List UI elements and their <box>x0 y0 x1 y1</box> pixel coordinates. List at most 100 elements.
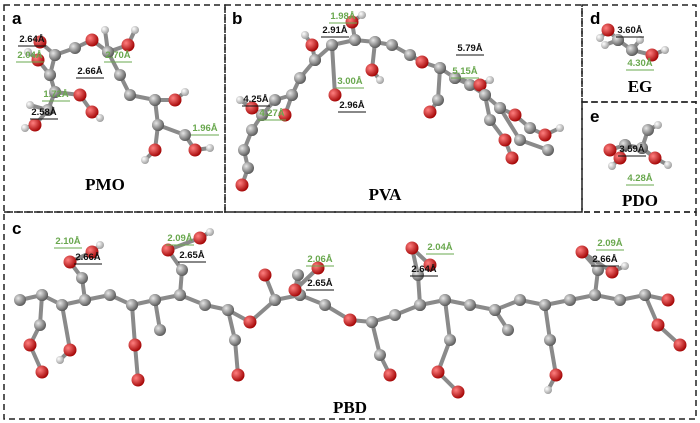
atom <box>383 368 397 382</box>
atom <box>76 272 88 284</box>
atom <box>498 133 512 147</box>
panel-letter: b <box>232 9 242 28</box>
atom <box>154 324 166 336</box>
atom <box>126 299 138 311</box>
atom <box>79 294 91 306</box>
atom <box>514 134 526 146</box>
atom <box>96 114 104 122</box>
atom <box>242 162 254 174</box>
atom <box>596 34 604 42</box>
atom <box>231 368 245 382</box>
atom <box>326 39 338 51</box>
atom <box>102 46 114 58</box>
panel-name: PVA <box>369 185 402 204</box>
distance-label: 5.79Å <box>457 43 482 54</box>
atom <box>502 324 514 336</box>
atom <box>673 338 687 352</box>
distance-label: 2.09Å <box>597 238 622 249</box>
atom <box>343 313 357 327</box>
panel-letter: a <box>12 9 22 28</box>
atom <box>56 356 64 364</box>
atom <box>484 114 496 126</box>
atom <box>114 69 126 81</box>
atom <box>149 294 161 306</box>
atom <box>245 101 259 115</box>
panel-frame <box>581 4 697 103</box>
atom <box>319 299 331 311</box>
atom <box>49 49 61 61</box>
distance-label: 2.64Å <box>411 264 436 275</box>
atom <box>193 231 207 245</box>
atom <box>575 245 589 259</box>
atom <box>28 118 42 132</box>
atom <box>33 35 47 49</box>
atom <box>34 319 46 331</box>
atom <box>269 94 281 106</box>
atom <box>311 261 325 275</box>
atom <box>269 294 281 306</box>
atom <box>432 94 444 106</box>
atom <box>246 124 258 136</box>
panel-letter: c <box>12 219 21 238</box>
atom <box>405 241 419 255</box>
atom <box>238 144 250 156</box>
atom <box>613 151 627 165</box>
atom <box>376 76 384 84</box>
distance-label: 2.06Å <box>307 254 332 265</box>
atom <box>131 373 145 387</box>
atom <box>619 139 631 151</box>
atom <box>345 15 359 29</box>
atom <box>148 143 162 157</box>
bond <box>60 303 72 352</box>
atom <box>434 62 446 74</box>
atom <box>538 128 552 142</box>
atom <box>101 26 109 34</box>
atom <box>294 72 306 84</box>
distance-label: 4.28Å <box>627 173 652 184</box>
atom <box>63 255 77 269</box>
atom <box>85 245 99 259</box>
atom <box>489 304 501 316</box>
distance-label: 4.27Å <box>259 108 284 119</box>
atom <box>63 343 77 357</box>
atom <box>21 124 29 132</box>
atom <box>608 162 616 170</box>
atom <box>286 89 298 101</box>
atom <box>85 105 99 119</box>
atom <box>366 316 378 328</box>
atom <box>648 151 662 165</box>
atom <box>292 269 304 281</box>
atom <box>564 294 576 306</box>
atom <box>206 228 214 236</box>
distance-label: 2.96Å <box>339 100 364 111</box>
atom <box>661 46 669 54</box>
atom <box>556 124 564 132</box>
atom <box>423 105 437 119</box>
atom <box>199 299 211 311</box>
atom <box>451 385 465 399</box>
atom <box>505 151 519 165</box>
atom <box>603 143 617 157</box>
atom <box>141 156 149 164</box>
atom <box>305 38 319 52</box>
distance-label: 2.91Å <box>322 25 347 36</box>
panel-frame <box>3 211 697 420</box>
distance-label: 2.04Å <box>17 50 42 61</box>
atom <box>23 338 37 352</box>
atom <box>181 88 189 96</box>
atom <box>161 243 175 257</box>
atom <box>288 283 302 297</box>
atom <box>639 289 651 301</box>
atom <box>49 86 61 98</box>
distance-label: 1.72Å <box>43 89 68 100</box>
atom <box>56 299 68 311</box>
atom <box>121 38 135 52</box>
atom <box>601 23 615 37</box>
atom <box>589 289 601 301</box>
atom <box>601 41 609 49</box>
bond <box>330 43 337 97</box>
atom <box>369 36 381 48</box>
atom <box>301 31 309 39</box>
annotations: aPMO2.64Å2.04Å2.66Å2.70Å1.72Å2.58Å1.96Åb… <box>12 9 658 417</box>
